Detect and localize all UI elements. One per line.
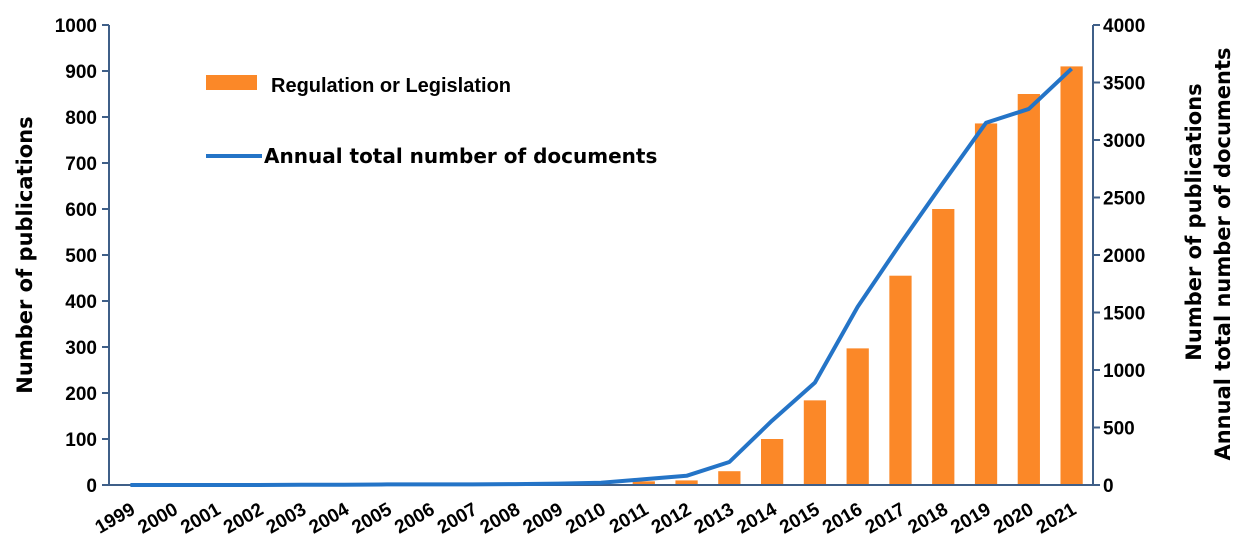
y-tick-label: 800 bbox=[65, 108, 97, 129]
y-tick-label: 100 bbox=[65, 430, 97, 451]
legend: Regulation or Legislation Annual total n… bbox=[206, 75, 657, 168]
y-tick-label: 0 bbox=[86, 476, 97, 497]
x-tick-label: 2008 bbox=[477, 499, 524, 538]
x-tick-label: 2021 bbox=[1033, 499, 1080, 539]
x-tick-label: 2016 bbox=[819, 499, 866, 538]
y-tick-label: 500 bbox=[65, 246, 97, 267]
y-tick-label: 700 bbox=[65, 154, 97, 175]
y-tick-label: 200 bbox=[65, 384, 97, 405]
y2-tick-label: 2000 bbox=[1103, 246, 1145, 267]
bar-2018 bbox=[932, 209, 955, 485]
bar-2019 bbox=[974, 123, 998, 485]
y-tick-label: 300 bbox=[65, 338, 97, 359]
bar-2017 bbox=[889, 275, 912, 485]
y2-tick-label: 1000 bbox=[1103, 361, 1145, 382]
x-tick-label: 2000 bbox=[135, 499, 182, 538]
y-tick-label: 1000 bbox=[55, 16, 97, 37]
line-group bbox=[130, 67, 1073, 487]
y2-tick-label: 1500 bbox=[1103, 304, 1145, 325]
bars-group bbox=[375, 66, 1083, 486]
y2-tick-label: 500 bbox=[1103, 419, 1135, 440]
y-axis-title: Number of publications bbox=[13, 116, 37, 393]
x-tick-label: 2019 bbox=[947, 499, 994, 538]
y2-axis-title-line1: Number of publications bbox=[1182, 83, 1206, 360]
y2-tick-label: 2500 bbox=[1103, 189, 1145, 210]
x-tick-label: 2003 bbox=[263, 499, 310, 538]
y2-tick-label: 0 bbox=[1103, 476, 1114, 497]
bar-2020 bbox=[1017, 94, 1040, 485]
bar-2021 bbox=[1060, 66, 1083, 486]
x-tick-label: 2001 bbox=[177, 499, 224, 539]
x-tick-label: 2015 bbox=[776, 499, 823, 539]
bar-2011 bbox=[632, 481, 655, 485]
x-tick-label: 2007 bbox=[434, 499, 481, 538]
bar-2013 bbox=[718, 471, 741, 485]
y2-tick-label: 4000 bbox=[1103, 16, 1145, 37]
x-tick-label: 2005 bbox=[348, 499, 395, 539]
x-tick-label: 2004 bbox=[306, 499, 353, 539]
legend-label-bar: Regulation or Legislation bbox=[271, 75, 511, 97]
x-tick-label: 2002 bbox=[220, 499, 267, 538]
y-tick-label: 400 bbox=[65, 292, 97, 313]
legend-label-line: Annual total number of documents bbox=[264, 144, 657, 168]
x-tick-label: 2010 bbox=[562, 499, 609, 538]
y-tick-label: 600 bbox=[65, 200, 97, 221]
y-tick-label: 900 bbox=[65, 62, 97, 83]
y2-axis-title-line2: Annual total number of documents bbox=[1211, 47, 1235, 460]
y2-tick-label: 3000 bbox=[1103, 131, 1145, 152]
bar-2014 bbox=[761, 439, 784, 485]
x-tick-label: 2014 bbox=[734, 499, 781, 539]
bar-2012 bbox=[675, 480, 698, 485]
x-tick-label: 2018 bbox=[905, 499, 952, 538]
x-tick-label: 2012 bbox=[648, 499, 695, 538]
bar-2015 bbox=[803, 400, 827, 485]
x-tick-label: 2011 bbox=[606, 499, 653, 538]
x-tick-label: 2009 bbox=[520, 499, 567, 538]
x-tick-label: 1999 bbox=[92, 499, 139, 538]
legend-swatch-bar bbox=[206, 75, 257, 90]
line-series-annual-total bbox=[130, 67, 1073, 487]
x-tick-label: 2013 bbox=[691, 499, 738, 538]
bar-2016 bbox=[846, 348, 869, 485]
y2-tick-label: 3500 bbox=[1103, 74, 1145, 95]
x-tick-label: 2006 bbox=[391, 499, 438, 538]
x-tick-label: 2020 bbox=[990, 499, 1037, 538]
x-tick-label: 2017 bbox=[862, 499, 909, 538]
